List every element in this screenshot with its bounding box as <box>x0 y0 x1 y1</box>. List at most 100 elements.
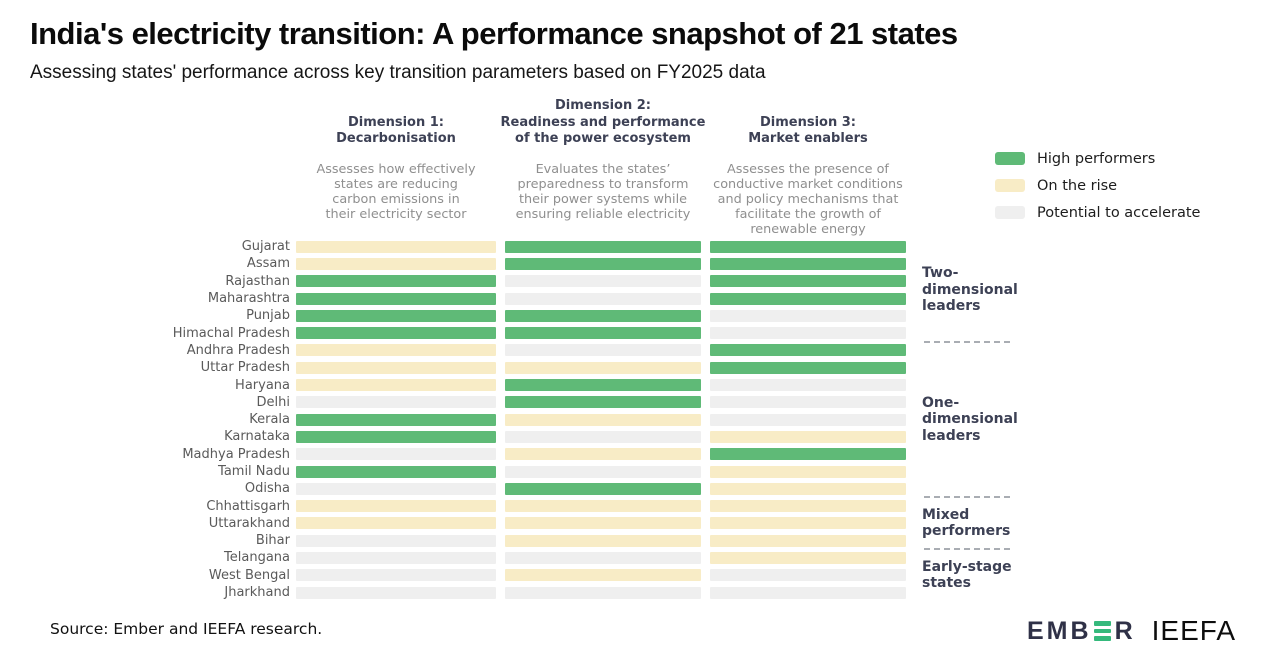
rating-bar-dimension-3 <box>710 534 906 547</box>
rating-bar-dimension-1 <box>296 292 496 305</box>
rating-bar-dimension-3 <box>710 309 906 322</box>
legend-swatch-icon <box>995 152 1025 165</box>
rating-bar-dimension-2 <box>505 517 701 530</box>
rating-bar-dimension-1 <box>296 517 496 530</box>
rating-bar-dimension-2 <box>505 534 701 547</box>
rating-bar-dimension-2 <box>505 344 701 357</box>
state-label: Maharashtra <box>207 291 290 307</box>
group-label: Two- dimensional leaders <box>922 265 1018 315</box>
group-label: Mixed performers <box>922 506 1011 540</box>
group-span: One- dimensional leaders <box>922 342 1034 499</box>
rating-bar-dimension-2 <box>505 500 701 513</box>
state-row: Bihar <box>30 532 906 549</box>
state-row: Haryana <box>30 376 906 393</box>
rating-bar-dimension-1 <box>296 309 496 322</box>
rating-bar-dimension-2 <box>505 292 701 305</box>
source-note: Source: Ember and IEEFA research. <box>50 620 323 638</box>
rating-bar-dimension-1 <box>296 344 496 357</box>
rating-bar-dimension-1 <box>296 465 496 478</box>
ember-logo-text-suffix: R <box>1114 616 1136 645</box>
rating-bar-dimension-1 <box>296 569 496 582</box>
dimension-3-description: Assesses the presence of conductive mark… <box>713 162 903 238</box>
dimension-2-description: Evaluates the states’ preparedness to tr… <box>515 162 691 223</box>
legend-label: High performers <box>1037 150 1156 167</box>
group-label: One- dimensional leaders <box>922 394 1018 444</box>
rating-bar-dimension-1 <box>296 379 496 392</box>
rating-bar-dimension-2 <box>505 551 701 564</box>
state-row: Delhi <box>30 394 906 411</box>
rating-bar-dimension-2 <box>505 257 701 270</box>
rating-bar-dimension-3 <box>710 551 906 564</box>
state-label: Tamil Nadu <box>218 464 290 479</box>
state-rows: Gujarat Assam Rajasthan Maharashtra Punjab Hi… <box>30 238 906 601</box>
state-row: Chhattisgarh <box>30 497 906 514</box>
rating-bar-dimension-2 <box>505 482 701 495</box>
rating-bar-dimension-1 <box>296 551 496 564</box>
rating-bar-dimension-3 <box>710 430 906 443</box>
page-title: India's electricity transition: A perfor… <box>30 16 958 51</box>
ieefa-logo: IEEFA <box>1151 615 1236 646</box>
legend-label: Potential to accelerate <box>1037 204 1201 221</box>
state-row: Maharashtra <box>30 290 906 307</box>
state-label: West Bengal <box>208 567 290 583</box>
state-label: Telangana <box>224 550 290 566</box>
ember-logo-text-prefix: EMB <box>1027 616 1092 645</box>
rating-bar-dimension-2 <box>505 327 701 340</box>
state-row: Kerala <box>30 411 906 428</box>
rating-bar-dimension-3 <box>710 240 906 253</box>
rating-bar-dimension-2 <box>505 379 701 392</box>
legend-item: High performers <box>995 150 1200 167</box>
state-row: Telangana <box>30 549 906 566</box>
state-label: Delhi <box>256 394 290 410</box>
dimension-1-description: Assesses how effectively states are redu… <box>316 162 476 223</box>
dimension-3-title: Dimension 3: Market enablers <box>748 114 868 147</box>
rating-bar-dimension-1 <box>296 482 496 495</box>
rating-bar-dimension-1 <box>296 396 496 409</box>
rating-bar-dimension-1 <box>296 500 496 513</box>
rating-bar-dimension-3 <box>710 517 906 530</box>
rating-bar-dimension-3 <box>710 500 906 513</box>
rating-bar-dimension-2 <box>505 240 701 253</box>
rating-bar-dimension-1 <box>296 361 496 374</box>
footer-logos: EMB R IEEFA <box>1027 615 1236 647</box>
state-label: Kerala <box>249 412 290 428</box>
state-row: West Bengal <box>30 567 906 584</box>
group-span: Mixed performers <box>922 497 1034 551</box>
rating-bar-dimension-2 <box>505 430 701 443</box>
group-label: Early-stage states <box>922 558 1012 592</box>
rating-bar-dimension-1 <box>296 586 496 599</box>
rating-bar-dimension-1 <box>296 257 496 270</box>
header: India's electricity transition: A perfor… <box>30 16 1230 84</box>
state-row: Jharkhand <box>30 584 906 601</box>
rating-bar-dimension-2 <box>505 448 701 461</box>
rating-bar-dimension-1 <box>296 430 496 443</box>
state-label: Jharkhand <box>224 585 290 601</box>
dimension-1-header: Dimension 1: Decarbonisation Assesses ho… <box>281 108 511 223</box>
rating-bar-dimension-2 <box>505 361 701 374</box>
rating-bar-dimension-2 <box>505 275 701 288</box>
rating-bar-dimension-3 <box>710 569 906 582</box>
rating-bar-dimension-1 <box>296 275 496 288</box>
legend-swatch-icon <box>995 206 1025 219</box>
rating-bar-dimension-1 <box>296 327 496 340</box>
rating-bar-dimension-2 <box>505 586 701 599</box>
state-row: Karnataka <box>30 428 906 445</box>
state-label: Rajasthan <box>225 273 290 289</box>
rating-bar-dimension-3 <box>710 482 906 495</box>
dimension-1-title: Dimension 1: Decarbonisation <box>336 114 456 147</box>
group-span: Two- dimensional leaders <box>922 238 1034 343</box>
rating-bar-dimension-1 <box>296 448 496 461</box>
state-label: Madhya Pradesh <box>182 446 290 462</box>
state-row: Tamil Nadu <box>30 463 906 480</box>
rating-bar-dimension-3 <box>710 327 906 340</box>
state-row: Uttar Pradesh <box>30 359 906 376</box>
state-label: Odisha <box>244 481 290 497</box>
state-row: Himachal Pradesh <box>30 324 906 341</box>
state-row: Uttarakhand <box>30 515 906 532</box>
group-rail: Two- dimensional leaders One- dimensional… <box>922 238 1034 601</box>
state-label: Haryana <box>235 377 290 393</box>
rating-bar-dimension-3 <box>710 586 906 599</box>
legend: High performers On the rise Potential to a… <box>995 150 1200 231</box>
legend-item: On the rise <box>995 177 1200 194</box>
